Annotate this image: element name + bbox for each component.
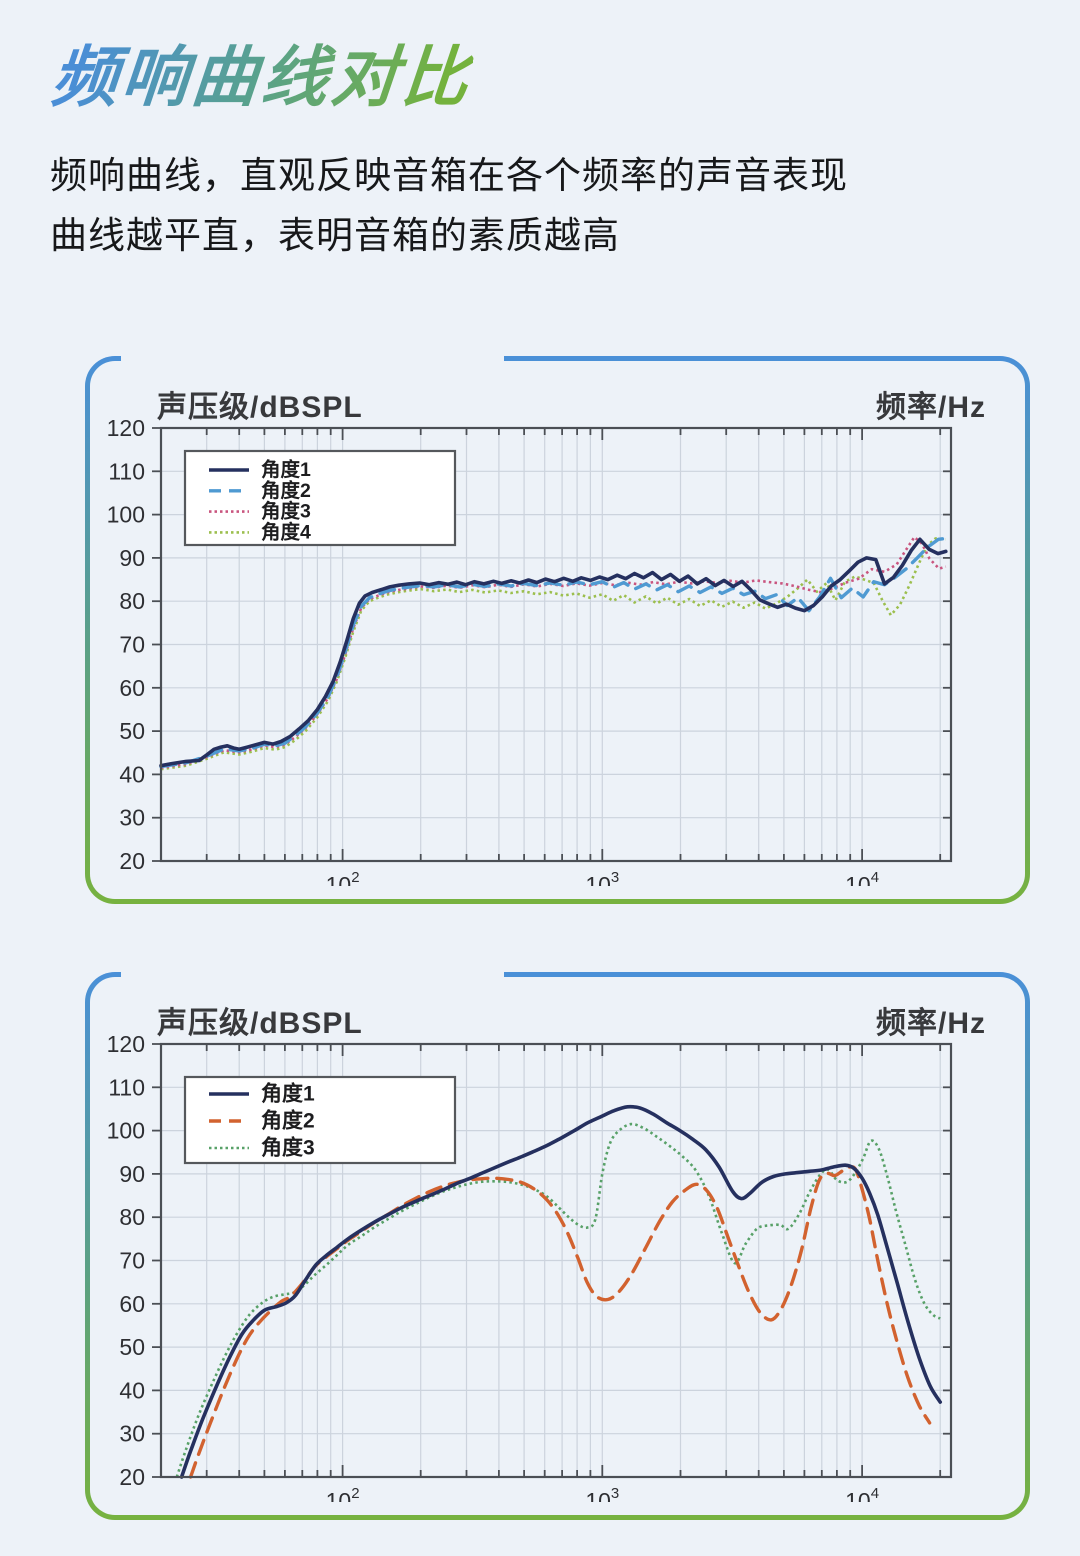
svg-text:120: 120 xyxy=(107,1032,145,1057)
description-line-1: 频响曲线，直观反映音箱在各个频率的声音表现 xyxy=(50,155,848,196)
page-description: 频响曲线，直观反映音箱在各个频率的声音表现 曲线越平直，表明音箱的素质越高 xyxy=(50,146,848,266)
svg-text:70: 70 xyxy=(119,632,145,658)
svg-text:50: 50 xyxy=(119,718,145,744)
svg-text:60: 60 xyxy=(119,1291,145,1317)
svg-text:50: 50 xyxy=(119,1334,145,1360)
svg-text:70: 70 xyxy=(119,1248,145,1274)
svg-text:110: 110 xyxy=(108,458,145,484)
svg-text:角度1: 角度1 xyxy=(261,1082,315,1106)
chart-panel-smart-speaker: 智能均衡音箱频曲图 声压级/dBSPL 频率/Hz 20 30 40 50 60 70 80… xyxy=(85,329,1030,904)
frequency-response-chart-other-speaker: 20 30 40 50 60 70 80 90 100 110 120 102 103 104 角度1 角度2… xyxy=(107,1032,953,1502)
y-axis-caption-chart-1: 声压级/dBSPL xyxy=(157,391,363,424)
svg-text:110: 110 xyxy=(108,1074,145,1100)
svg-text:90: 90 xyxy=(119,1161,145,1187)
x-axis-caption-chart-2: 频率/Hz xyxy=(876,1007,986,1040)
svg-text:104: 104 xyxy=(845,1485,879,1502)
svg-text:40: 40 xyxy=(119,761,145,787)
svg-text:120: 120 xyxy=(107,416,145,441)
svg-text:30: 30 xyxy=(119,1421,145,1447)
svg-text:102: 102 xyxy=(326,1485,360,1502)
svg-text:40: 40 xyxy=(119,1377,145,1403)
svg-text:角度2: 角度2 xyxy=(261,479,311,502)
svg-text:60: 60 xyxy=(119,675,145,701)
svg-text:20: 20 xyxy=(119,848,145,874)
description-line-2: 曲线越平直，表明音箱的素质越高 xyxy=(50,214,620,256)
frequency-response-chart-smart-speaker: 20 30 40 50 60 70 80 90 100 110 120 102 103 104 角度1角度2… xyxy=(107,416,953,886)
y-axis-caption-chart-2: 声压级/dBSPL xyxy=(157,1007,363,1040)
svg-text:80: 80 xyxy=(119,1204,145,1230)
svg-text:80: 80 xyxy=(119,588,145,614)
panel-background xyxy=(90,977,1025,1515)
svg-text:100: 100 xyxy=(107,502,145,528)
svg-text:100: 100 xyxy=(107,1118,145,1144)
chart-panel-other-speaker: 其它同类音箱频曲图 声压级/dBSPL 频率/Hz 20 30 40 50 60 70 80… xyxy=(85,945,1030,1520)
x-axis-caption-chart-1: 频率/Hz xyxy=(876,391,986,424)
svg-text:角度3: 角度3 xyxy=(261,500,311,523)
panel-title-other-speaker: 其它同类音箱频曲图 xyxy=(121,945,504,999)
svg-text:104: 104 xyxy=(845,869,879,886)
svg-text:角度2: 角度2 xyxy=(261,1109,315,1133)
svg-text:30: 30 xyxy=(119,805,145,831)
svg-text:102: 102 xyxy=(326,869,360,886)
svg-text:103: 103 xyxy=(585,1485,619,1502)
svg-text:角度4: 角度4 xyxy=(261,520,311,543)
svg-text:角度1: 角度1 xyxy=(261,458,311,481)
svg-text:90: 90 xyxy=(119,545,145,571)
panel-title-smart-speaker: 智能均衡音箱频曲图 xyxy=(121,329,504,383)
page-title: 频响曲线对比 xyxy=(48,24,476,120)
svg-text:角度3: 角度3 xyxy=(261,1136,315,1160)
svg-text:20: 20 xyxy=(119,1464,145,1490)
svg-text:103: 103 xyxy=(585,869,619,886)
